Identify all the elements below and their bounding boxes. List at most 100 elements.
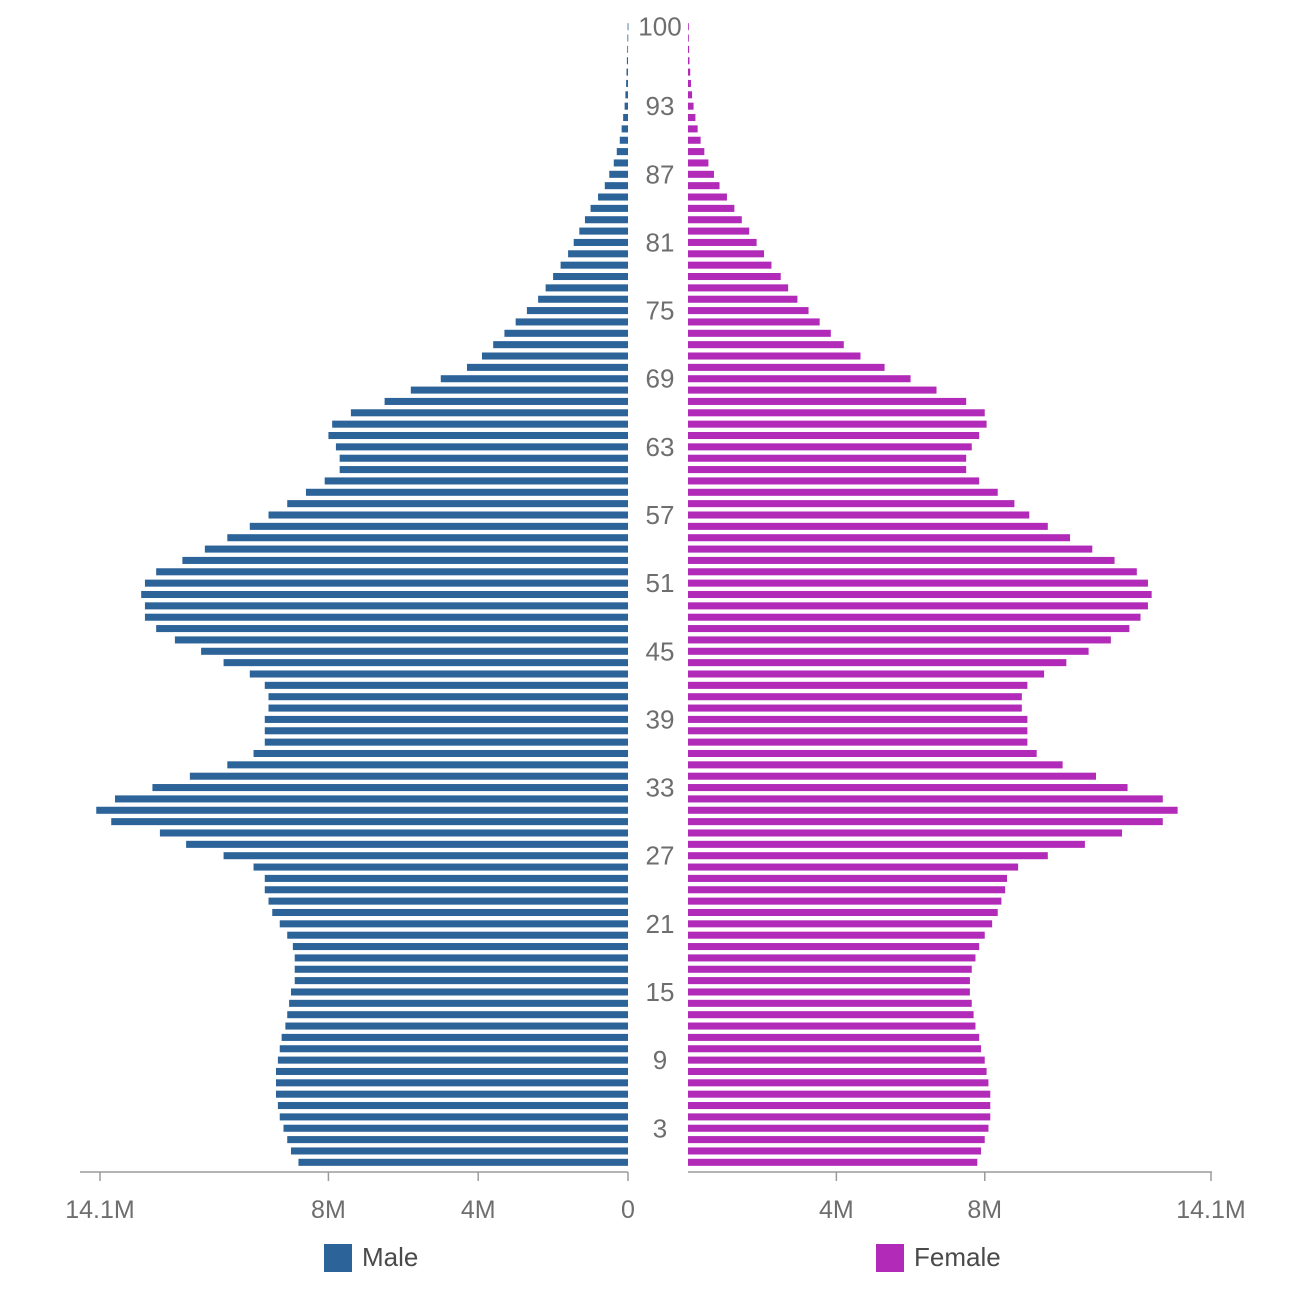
- female-bar-age-18: [688, 954, 976, 962]
- male-bar-age-46: [174, 636, 628, 644]
- female-bar-age-78: [688, 272, 781, 281]
- male-bar-age-72: [493, 341, 628, 349]
- male-bar-age-41: [268, 693, 628, 701]
- male-x-tick-label: 8M: [311, 1196, 346, 1224]
- male-bar-age-82: [579, 227, 628, 235]
- male-bar-age-83: [584, 216, 628, 224]
- male-bar-age-13: [287, 1011, 628, 1019]
- female-bar-age-97: [688, 57, 690, 65]
- age-label: 9: [653, 1045, 667, 1075]
- female-bar-age-70: [688, 363, 885, 371]
- female-bar-age-13: [688, 1011, 974, 1019]
- legend-male-swatch: [324, 1243, 352, 1272]
- male-bar-age-53: [182, 556, 628, 564]
- male-bar-age-96: [626, 68, 628, 76]
- male-bar-age-55: [227, 534, 628, 542]
- female-bar-age-65: [688, 420, 987, 428]
- legend-female-label: Female: [914, 1242, 1001, 1272]
- female-bar-age-43: [688, 670, 1045, 678]
- male-bar-age-68: [410, 386, 628, 394]
- male-bar-age-28: [186, 840, 628, 848]
- male-bar-age-71: [481, 352, 628, 360]
- female-bar-age-1: [688, 1147, 982, 1155]
- age-label: 3: [653, 1113, 667, 1143]
- female-bar-age-96: [688, 68, 691, 76]
- male-bar-age-97: [626, 57, 628, 65]
- female-bar-age-21: [688, 920, 993, 928]
- female-bar-age-10: [688, 1045, 982, 1053]
- male-bar-age-36: [253, 749, 628, 758]
- female-bar-age-72: [688, 341, 844, 349]
- male-bar-age-50: [141, 590, 629, 599]
- female-bar-age-29: [688, 829, 1122, 837]
- male-bar-age-6: [276, 1090, 628, 1098]
- female-bar-age-44: [688, 659, 1067, 667]
- male-bar-age-94: [625, 91, 628, 99]
- female-bar-age-56: [688, 522, 1048, 530]
- male-bar-age-89: [616, 148, 628, 156]
- age-label: 27: [646, 841, 675, 871]
- female-bar-age-79: [688, 261, 772, 269]
- female-bar-age-14: [688, 999, 972, 1007]
- female-bar-age-23: [688, 897, 1002, 905]
- female-bar-age-67: [688, 397, 967, 405]
- male-bar-age-60: [324, 477, 628, 485]
- age-label: 93: [646, 91, 675, 121]
- female-bar-age-82: [688, 227, 750, 235]
- age-label: 39: [646, 704, 675, 734]
- legend-male: Male: [324, 1242, 418, 1273]
- age-label: 63: [646, 432, 675, 462]
- male-bar-age-40: [268, 704, 628, 712]
- female-bar-age-93: [688, 102, 694, 110]
- female-bar-age-86: [688, 182, 720, 190]
- female-bar-age-80: [688, 250, 765, 258]
- male-bar-age-77: [545, 284, 628, 292]
- male-bar-age-90: [619, 136, 628, 144]
- female-bar-age-87: [688, 170, 714, 178]
- male-bar-age-29: [159, 829, 628, 837]
- male-bar-age-88: [613, 159, 628, 167]
- age-label: 21: [646, 909, 675, 939]
- male-bar-age-63: [335, 443, 628, 451]
- age-label: 57: [646, 500, 675, 530]
- male-bars: [96, 23, 629, 1166]
- female-bar-age-0: [688, 1158, 978, 1166]
- female-bar-age-94: [688, 91, 693, 99]
- male-bar-age-64: [328, 431, 628, 440]
- female-bar-age-51: [688, 579, 1148, 587]
- female-bar-age-98: [688, 45, 690, 53]
- female-bar-age-48: [688, 613, 1141, 621]
- male-bar-age-65: [332, 420, 628, 428]
- female-bar-age-46: [688, 636, 1111, 644]
- male-bar-age-42: [264, 681, 628, 689]
- female-bar-age-9: [688, 1056, 985, 1064]
- male-bar-age-27: [223, 852, 628, 860]
- age-label: 81: [646, 227, 675, 257]
- female-bar-age-7: [688, 1079, 989, 1087]
- female-bar-age-12: [688, 1022, 976, 1030]
- female-bar-age-8: [688, 1067, 987, 1075]
- female-bar-age-19: [688, 943, 980, 951]
- female-bar-age-89: [688, 148, 705, 156]
- female-bar-age-24: [688, 886, 1006, 894]
- male-bar-age-24: [264, 886, 628, 894]
- male-bar-age-22: [272, 908, 628, 917]
- male-bar-age-91: [621, 125, 628, 133]
- male-bar-age-14: [289, 999, 628, 1007]
- female-bar-age-100: [688, 23, 689, 31]
- male-bar-age-19: [292, 943, 628, 951]
- female-bar-age-90: [688, 136, 701, 144]
- male-bar-age-23: [268, 897, 628, 905]
- female-bar-age-49: [688, 602, 1148, 610]
- female-x-tick-label: 14.1M: [1176, 1196, 1245, 1224]
- age-label: 69: [646, 364, 675, 394]
- male-bar-age-7: [276, 1079, 628, 1087]
- female-bar-age-17: [688, 965, 972, 973]
- male-bar-age-80: [568, 250, 628, 258]
- legend-female-swatch: [876, 1243, 904, 1272]
- female-bar-age-39: [688, 715, 1028, 723]
- male-bar-age-26: [253, 863, 628, 871]
- male-bar-age-17: [294, 965, 628, 973]
- male-x-tick-label: 4M: [461, 1196, 496, 1224]
- male-bar-age-51: [144, 579, 629, 587]
